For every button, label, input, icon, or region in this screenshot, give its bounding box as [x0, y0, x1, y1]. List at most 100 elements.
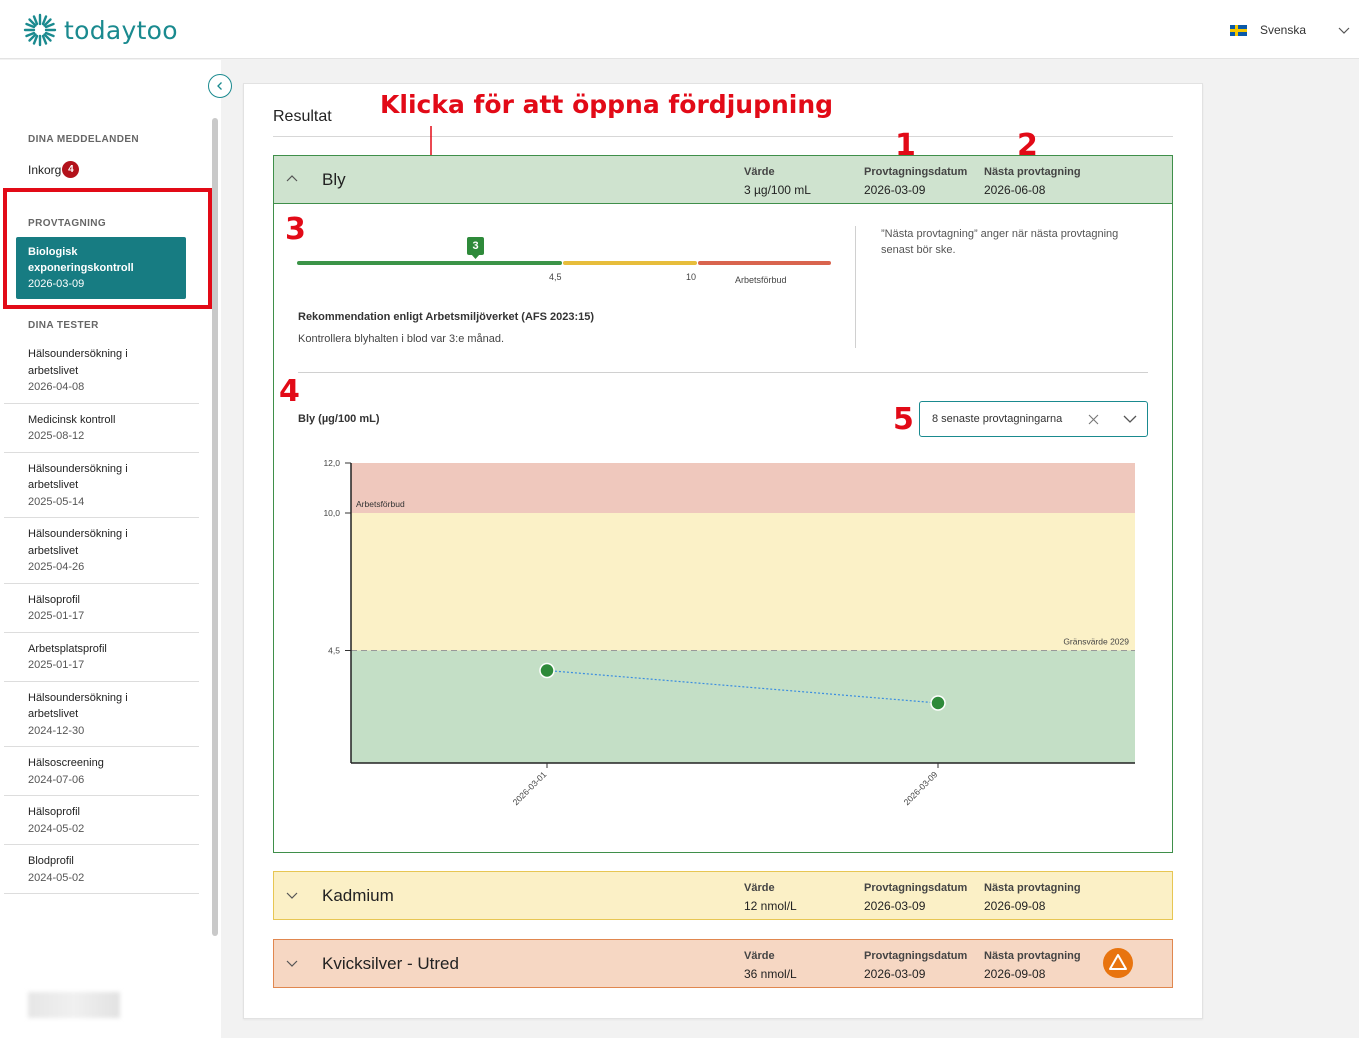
- title-divider: [273, 136, 1173, 137]
- x-tick-label: 2026-03-01: [511, 769, 549, 807]
- test-date: 2026-04-08: [28, 381, 85, 393]
- test-title: Hälsoundersökning i: [28, 462, 128, 475]
- marker-pointer-icon: [471, 254, 480, 259]
- test-title: Hälsoscreening: [28, 757, 104, 769]
- scale-green-segment: [297, 261, 562, 265]
- x-tick-label: 2026-03-09: [902, 769, 940, 807]
- test-date: 2025-04-26: [28, 561, 85, 573]
- top-bar: todaytoo Svenska: [0, 0, 1359, 59]
- chevron-left-icon: [217, 82, 222, 90]
- chart-band-2: [351, 463, 1135, 513]
- clear-icon[interactable]: [1088, 414, 1099, 425]
- sample-count-select[interactable]: 8 senaste provtagningarna: [919, 401, 1148, 437]
- date-text: 2026-03-09: [864, 183, 926, 197]
- sidebar: [0, 60, 221, 1038]
- test-date: 2024-05-02: [28, 871, 85, 884]
- language-selector[interactable]: Svenska: [1230, 22, 1352, 38]
- blurred-user-area: [28, 992, 120, 1018]
- test-title-cont: arbetslivet: [28, 708, 79, 720]
- sidebar-item-inbox[interactable]: Inkorg 4: [28, 161, 80, 178]
- value-column: Värde 3 µg/100 mL: [744, 163, 811, 199]
- chevron-down-icon: [286, 892, 298, 899]
- panel-name: Bly: [322, 170, 346, 189]
- test-title-cont: arbetslivet: [28, 364, 79, 377]
- next-column: Nästa provtagning 2026-09-08: [984, 947, 1081, 983]
- date-header: Provtagningsdatum: [864, 166, 968, 178]
- value-text: 12 nmol/L: [744, 899, 797, 913]
- test-title: Hälsoprofil: [28, 806, 80, 818]
- test-item[interactable]: Hälsoundersökning i arbetslivet 2024-12-30: [4, 682, 199, 747]
- tests-list: Hälsoundersökning i arbetslivet 2026-04-08…: [4, 338, 199, 894]
- chevron-down-icon: [286, 960, 298, 967]
- y-tick-label: 12,0: [323, 458, 340, 468]
- scale-tick-high: 10: [686, 272, 697, 282]
- annotation-number-1: 1: [895, 128, 916, 163]
- logo-icon: [23, 13, 57, 47]
- date-header: Provtagningsdatum: [864, 882, 968, 894]
- y-tick-label: 4,5: [328, 646, 340, 656]
- test-item[interactable]: Hälsoundersökning i arbetslivet 2026-04-08: [4, 338, 199, 404]
- test-date: 2025-01-17: [28, 610, 85, 622]
- annotation-number-2: 2: [1017, 128, 1038, 163]
- language-label: Svenska: [1260, 23, 1307, 37]
- next-sampling-note: ”Nästa provtagning” anger när nästa prov…: [881, 228, 1119, 256]
- sidebar-item-biological-exposure[interactable]: Biologisk exponeringskontroll 2026-03-09: [16, 237, 186, 299]
- chevron-up-icon: [286, 175, 298, 182]
- value-text: 36 nmol/L: [744, 967, 797, 981]
- logo-text: todaytoo: [64, 15, 178, 45]
- inbox-label: Inkorg: [28, 162, 62, 177]
- test-title: Medicinsk kontroll: [28, 413, 116, 426]
- value-header: Värde: [744, 882, 775, 894]
- value-header: Värde: [744, 950, 775, 962]
- test-item[interactable]: Hälsoprofil 2024-05-02: [4, 796, 199, 845]
- test-item[interactable]: Hälsoundersökning i arbetslivet 2025-04-26: [4, 518, 199, 584]
- chevron-down-icon: [1123, 415, 1137, 423]
- data-point: [930, 695, 946, 711]
- next-text: 2026-06-08: [984, 183, 1046, 197]
- panel-name: Kadmium: [322, 886, 394, 905]
- test-item[interactable]: Arbetsplatsprofil 2025-01-17: [4, 633, 199, 682]
- recommendation-heading: Rekommendation enligt Arbetsmiljöverket …: [298, 311, 595, 323]
- annotation-number-3: 3: [285, 212, 306, 247]
- chart-label: Bly (µg/100 mL): [298, 413, 380, 425]
- logo[interactable]: todaytoo: [22, 12, 178, 48]
- test-item[interactable]: Hälsoprofil 2025-01-17: [4, 584, 199, 633]
- test-item[interactable]: Hälsoundersökning i arbetslivet 2025-05-14: [4, 453, 199, 518]
- date-column: Provtagningsdatum 2026-03-09: [864, 947, 967, 983]
- panel-header-bly[interactable]: Bly Värde 3 µg/100 mL Provtagningsdatum 20…: [274, 156, 1172, 204]
- chevron-down-icon: [1338, 27, 1350, 34]
- date-text: 2026-03-09: [864, 967, 926, 981]
- sidebar-scrollbar[interactable]: [212, 118, 218, 936]
- value-column: Värde 36 nmol/L: [744, 947, 797, 983]
- test-item[interactable]: Medicinsk kontroll 2025-08-12: [4, 404, 199, 453]
- test-item[interactable]: Blodprofil 2024-05-02: [4, 845, 199, 894]
- test-date: 2025-01-17: [28, 659, 85, 671]
- warning-icon: [1103, 948, 1133, 978]
- test-date: 2025-08-12: [28, 430, 85, 442]
- test-title: Arbetsplatsprofil: [28, 642, 107, 655]
- next-header: Nästa provtagning: [984, 882, 1081, 894]
- test-date: 2024-05-02: [28, 822, 85, 835]
- scale-red-segment: [698, 261, 831, 265]
- next-column: Nästa provtagning 2026-09-08: [984, 879, 1081, 915]
- next-column: Nästa provtagning 2026-06-08: [984, 163, 1081, 199]
- result-panel-kadmium[interactable]: Kadmium Värde 12 nmol/L Provtagningsdatum…: [273, 871, 1173, 920]
- test-title: Hälsoundersökning i: [28, 691, 128, 704]
- series-line: [546, 669, 939, 704]
- result-panel-kvicksilver[interactable]: Kvicksilver - Utred Värde 36 nmol/L Provt…: [273, 939, 1173, 988]
- next-text: 2026-09-08: [984, 967, 1046, 981]
- reference-line-label: Gränsvärde 2029: [1063, 637, 1129, 647]
- collapse-sidebar-button[interactable]: [208, 74, 232, 98]
- next-header: Nästa provtagning: [984, 166, 1081, 178]
- test-title-cont: arbetslivet: [28, 479, 79, 491]
- sampling-heading: PROVTAGNING: [28, 218, 107, 229]
- test-item[interactable]: Hälsoscreening 2024-07-06: [4, 747, 199, 796]
- chart-band-1: [351, 513, 1135, 651]
- section-divider: [298, 372, 1148, 373]
- sweden-flag-icon: [1230, 24, 1247, 36]
- test-title: Hälsoundersökning i: [28, 348, 128, 360]
- next-text: 2026-09-08: [984, 899, 1046, 913]
- active-item-line1: Biologisk: [28, 246, 78, 258]
- test-date: 2025-05-14: [28, 495, 85, 508]
- page-title: Resultat: [273, 108, 332, 125]
